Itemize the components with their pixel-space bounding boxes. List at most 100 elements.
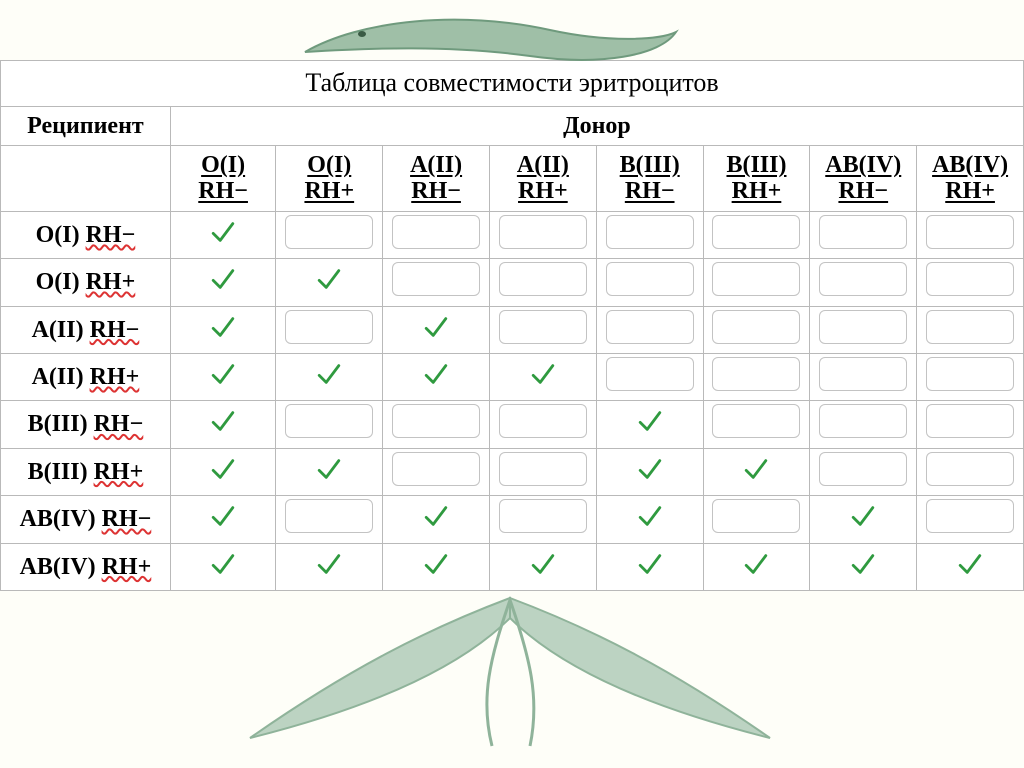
recipient-row-header: A(II) RH+ [1,353,171,400]
donor-column-header: A(II)RH+ [489,145,596,211]
empty-cell-box [712,215,800,249]
compat-cell-no [489,496,596,543]
check-icon [820,500,906,532]
compat-cell-no [489,306,596,353]
check-icon [393,311,479,343]
recipient-row-header: B(III) RH+ [1,448,171,495]
compat-cell-no [383,448,490,495]
check-icon [500,358,586,390]
table-row: AB(IV) RH+ [1,543,1024,590]
empty-cell-box [285,215,373,249]
compat-cell-no [489,211,596,258]
check-icon [607,405,693,437]
donor-col-rh: RH− [198,178,248,204]
recipient-rh: RH+ [94,459,144,485]
compat-cell-yes [276,448,383,495]
check-icon [393,500,479,532]
table-row: A(II) RH+ [1,353,1024,400]
empty-cell-box [926,357,1014,391]
compat-cell-yes [489,353,596,400]
compat-cell-yes [596,543,703,590]
compat-cell-no [383,259,490,306]
check-icon [180,500,266,532]
recipient-group: AB(IV) [20,506,96,532]
donor-col-group: O(I) [201,152,245,178]
check-icon [820,548,906,580]
check-icon [286,263,372,295]
compat-cell-yes [170,448,276,495]
table-row: B(III) RH+ [1,448,1024,495]
compat-cell-no [703,496,810,543]
compat-cell-no [596,353,703,400]
empty-cell-box [392,215,480,249]
recipient-row-header: B(III) RH− [1,401,171,448]
compat-cell-yes [810,543,917,590]
recipient-header: Реципиент [1,106,171,145]
compat-cell-yes [383,496,490,543]
recipient-rh: RH+ [86,269,136,295]
recipient-rh: RH− [102,506,152,532]
empty-cell-box [819,357,907,391]
empty-cell-box [712,262,800,296]
compatibility-table: Таблица совместимости эритроцитов Реципи… [0,60,1024,591]
donor-col-group: B(III) [620,152,680,178]
empty-cell-box [712,404,800,438]
check-icon [180,405,266,437]
recipient-row-header: O(I) RH− [1,211,171,258]
recipient-row-header: A(II) RH− [1,306,171,353]
donor-col-rh: RH− [411,178,461,204]
empty-cell-box [606,215,694,249]
empty-cell-box [606,262,694,296]
empty-cell-box [499,499,587,533]
compat-cell-yes [596,401,703,448]
compat-cell-no [810,306,917,353]
compat-cell-yes [170,259,276,306]
donor-col-rh: RH+ [732,178,782,204]
compat-cell-no [596,306,703,353]
check-icon [607,548,693,580]
donor-col-rh: RH+ [304,178,354,204]
empty-cell-box [499,215,587,249]
check-icon [286,453,372,485]
compat-cell-no [383,401,490,448]
empty-cell-box [392,262,480,296]
compat-cell-no [810,448,917,495]
empty-cell-box [926,310,1014,344]
compat-cell-no [703,211,810,258]
check-icon [393,548,479,580]
compat-cell-no [489,448,596,495]
table-row: B(III) RH− [1,401,1024,448]
compat-cell-no [917,496,1024,543]
empty-cell-box [285,499,373,533]
compat-cell-no [810,259,917,306]
check-icon [180,548,266,580]
compat-cell-yes [810,496,917,543]
check-icon [607,500,693,532]
empty-cell-box [285,404,373,438]
recipient-row-header: AB(IV) RH+ [1,543,171,590]
compat-cell-no [810,401,917,448]
recipient-row-header: O(I) RH+ [1,259,171,306]
compat-cell-no [276,401,383,448]
check-icon [180,453,266,485]
check-icon [180,263,266,295]
empty-cell-box [499,310,587,344]
check-icon [180,311,266,343]
recipient-rh: RH+ [90,364,140,390]
donor-col-rh: RH− [838,178,888,204]
check-icon [180,358,266,390]
recipient-rh: RH− [86,222,136,248]
donor-column-header: B(III)RH+ [703,145,810,211]
empty-cell-box [499,452,587,486]
check-icon [607,453,693,485]
table-row: O(I) RH− [1,211,1024,258]
compat-cell-no [917,306,1024,353]
empty-cell-box [712,357,800,391]
compat-cell-yes [383,306,490,353]
donor-col-group: AB(IV) [825,152,901,178]
decorative-bottom-leaves [230,588,790,748]
check-icon [180,216,266,248]
compat-cell-no [489,401,596,448]
empty-cell-box [926,499,1014,533]
recipient-group: O(I) [36,269,80,295]
